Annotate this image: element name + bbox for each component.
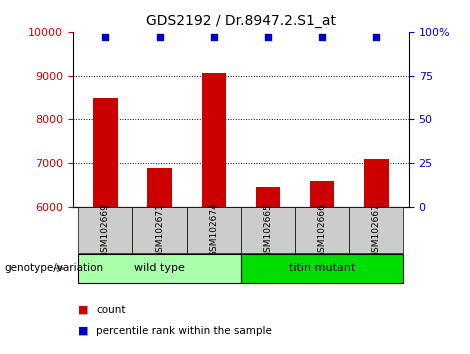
Text: GSM102665: GSM102665 bbox=[264, 202, 273, 258]
Point bbox=[102, 34, 109, 40]
Text: GSM102669: GSM102669 bbox=[101, 202, 110, 258]
Text: wild type: wild type bbox=[134, 263, 185, 273]
Text: GSM102674: GSM102674 bbox=[209, 203, 218, 257]
Bar bbox=[202, 74, 226, 207]
Text: count: count bbox=[96, 305, 126, 315]
Bar bbox=[310, 181, 334, 207]
Point bbox=[373, 34, 380, 40]
Point bbox=[318, 34, 326, 40]
Bar bbox=[241, 207, 295, 253]
Bar bbox=[78, 254, 241, 283]
Text: ■: ■ bbox=[78, 326, 88, 336]
Text: percentile rank within the sample: percentile rank within the sample bbox=[96, 326, 272, 336]
Bar bbox=[241, 254, 403, 283]
Bar bbox=[148, 168, 172, 207]
Point bbox=[156, 34, 164, 40]
Bar bbox=[133, 207, 187, 253]
Point bbox=[264, 34, 272, 40]
Text: GSM102666: GSM102666 bbox=[318, 202, 327, 258]
Bar bbox=[187, 207, 241, 253]
Bar bbox=[256, 187, 280, 207]
Text: ■: ■ bbox=[78, 305, 88, 315]
Text: GSM102667: GSM102667 bbox=[372, 202, 381, 258]
Text: genotype/variation: genotype/variation bbox=[5, 263, 104, 273]
Text: titin mutant: titin mutant bbox=[289, 263, 355, 273]
Text: GSM102671: GSM102671 bbox=[155, 202, 164, 258]
Bar bbox=[78, 207, 133, 253]
Title: GDS2192 / Dr.8947.2.S1_at: GDS2192 / Dr.8947.2.S1_at bbox=[146, 14, 336, 28]
Point bbox=[210, 34, 218, 40]
Bar bbox=[349, 207, 403, 253]
Bar bbox=[295, 207, 349, 253]
Bar bbox=[364, 159, 389, 207]
Bar bbox=[93, 98, 118, 207]
